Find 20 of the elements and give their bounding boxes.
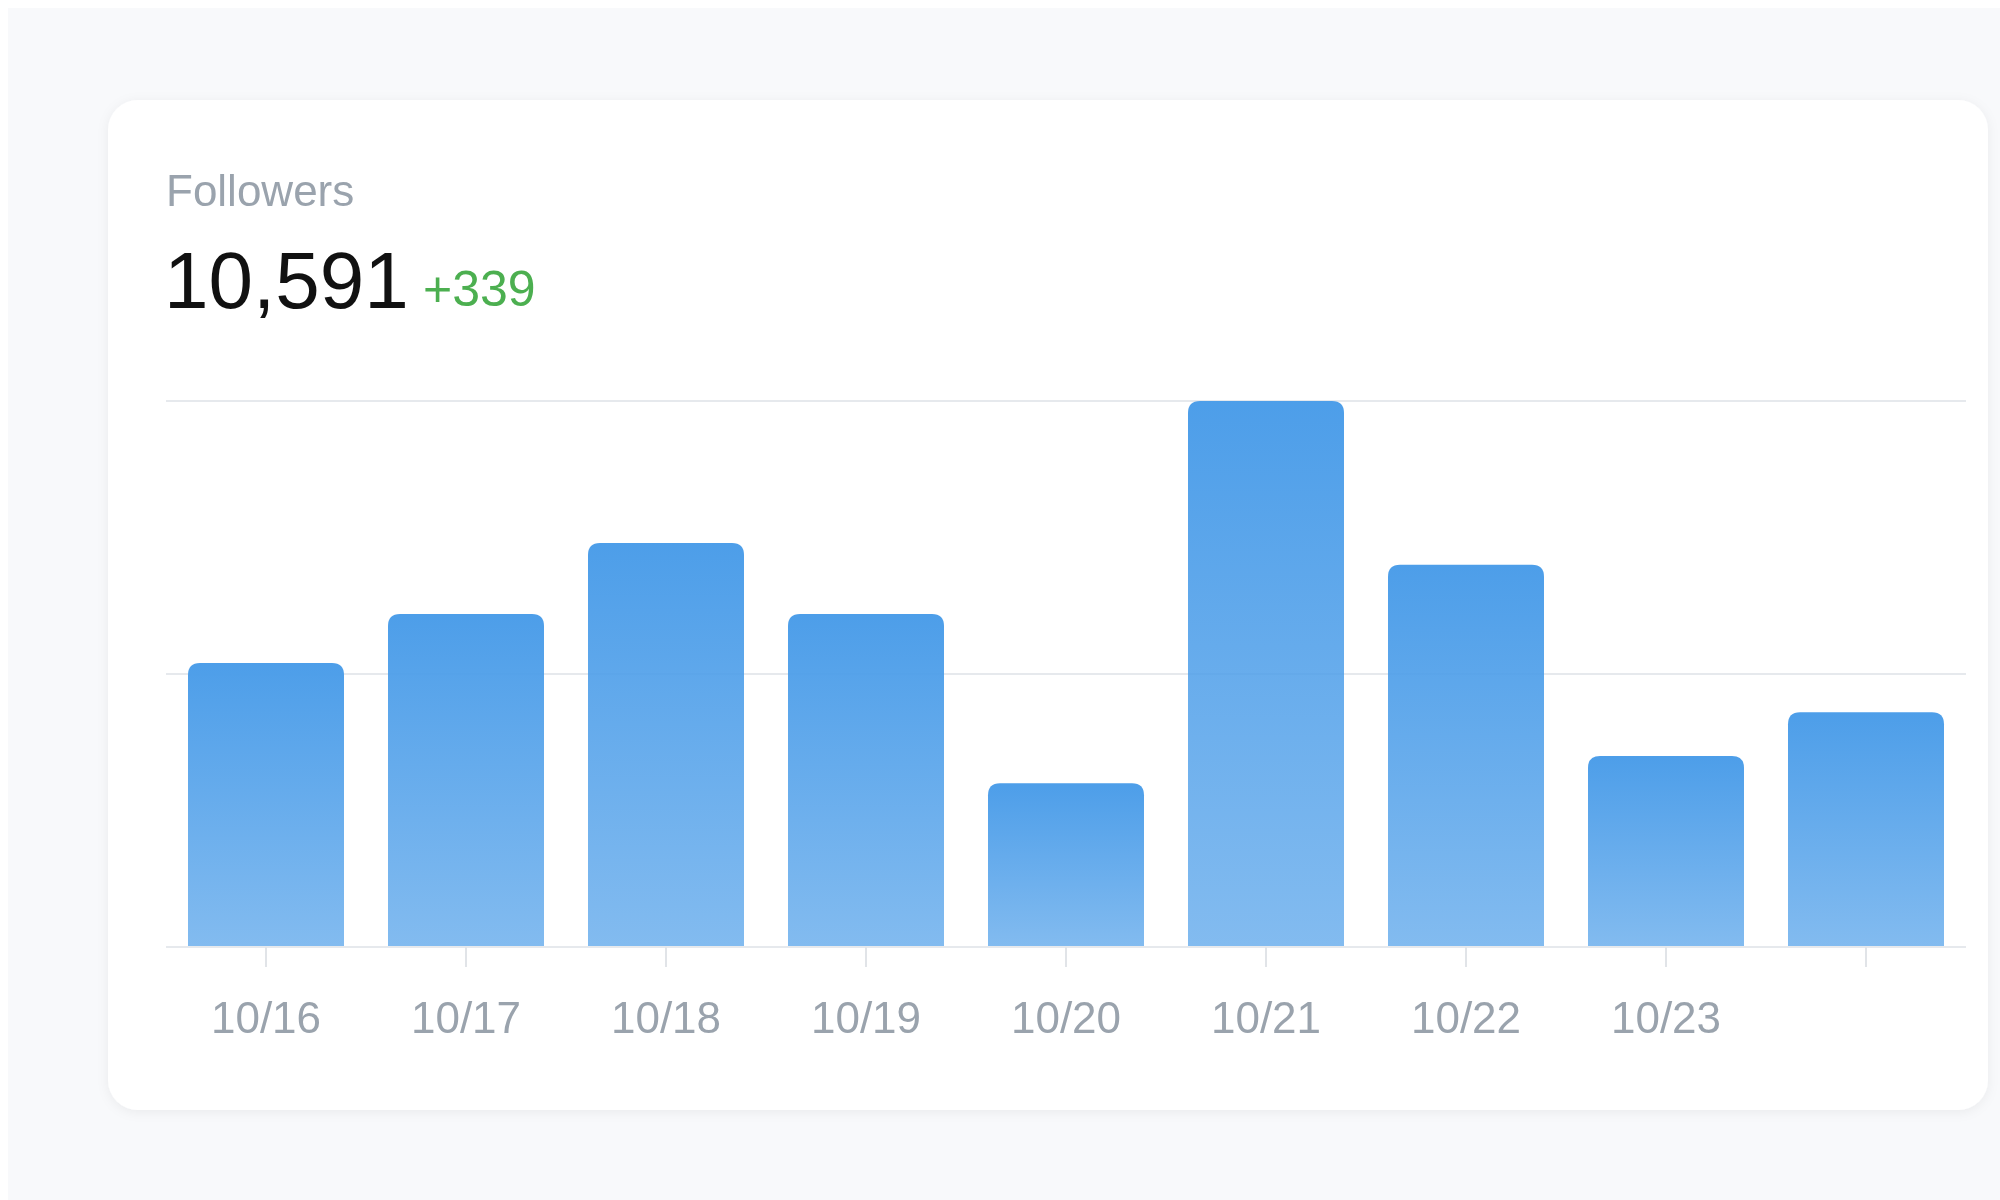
text: +339 xyxy=(423,261,536,317)
bar xyxy=(388,613,544,947)
x-tick-label: 10/19 xyxy=(810,993,922,1042)
x-tick-label: 10/20 xyxy=(1010,993,1122,1042)
x-tick-label: 10/16 xyxy=(210,993,322,1042)
x-tick-label: 10/23 xyxy=(1610,993,1722,1042)
x-tick-label: 10/22 xyxy=(1410,993,1522,1042)
x-tick-label: 10/21 xyxy=(1210,993,1322,1042)
bar xyxy=(988,783,1144,947)
chart-subtitle: 10,591 xyxy=(164,236,409,325)
bar xyxy=(1588,755,1744,947)
bar xyxy=(188,663,344,947)
x-tick-label: 10/18 xyxy=(610,993,722,1042)
bar xyxy=(588,542,744,947)
bar xyxy=(1388,564,1544,947)
x-tick-label: 10/17 xyxy=(410,993,522,1042)
chart-title: Followers xyxy=(166,166,355,215)
bar xyxy=(1788,712,1944,947)
bar xyxy=(788,613,944,947)
bar xyxy=(1188,401,1344,947)
